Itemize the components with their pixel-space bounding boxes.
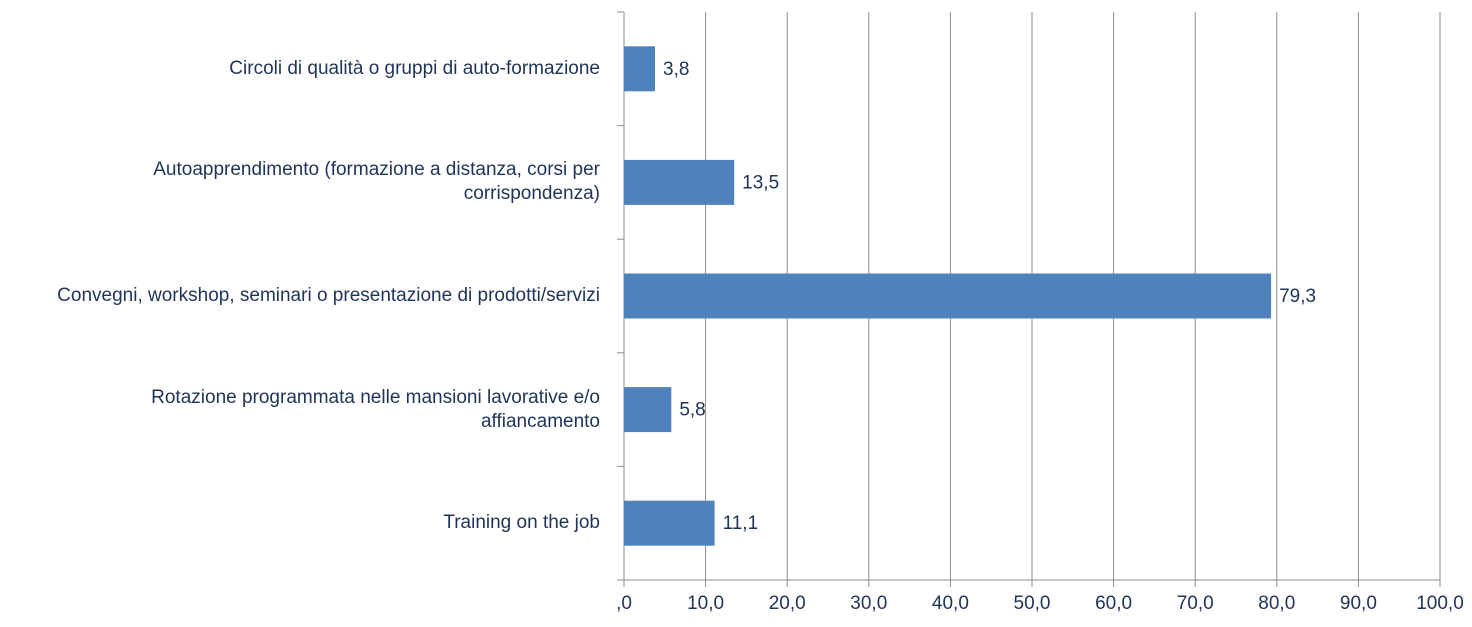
x-tick-label: 30,0 [850, 593, 887, 614]
x-tick-label: 20,0 [769, 593, 806, 614]
bar [624, 273, 1272, 319]
y-tick-label: Convegni, workshop, seminari o presentaz… [57, 285, 600, 306]
y-tick-label: Training on the job [443, 512, 600, 534]
y-tick-label: Rotazione programmata nelle mansioni lav… [151, 386, 600, 432]
x-tick-label: 100,0 [1416, 593, 1464, 614]
bar [624, 387, 672, 433]
bar [624, 500, 715, 546]
y-tick-label: Circoli di qualità o gruppi di auto-form… [229, 57, 600, 79]
x-tick-label: ,0 [616, 593, 632, 614]
x-tick-label: 80,0 [1258, 593, 1295, 614]
data-label: 3,8 [663, 59, 689, 80]
x-tick-label: 40,0 [932, 593, 969, 614]
bar [624, 159, 735, 205]
bar [624, 46, 656, 92]
x-tick-label: 60,0 [1095, 593, 1132, 614]
data-label: 11,1 [723, 513, 759, 534]
data-label: 79,3 [1279, 286, 1316, 307]
x-tick-label: 70,0 [1177, 593, 1214, 614]
y-tick-label: Autoapprendimento (formazione a distanza… [153, 159, 600, 205]
x-tick-label: 10,0 [687, 593, 724, 614]
x-tick-label: 50,0 [1014, 593, 1051, 614]
x-tick-label: 90,0 [1340, 593, 1377, 614]
data-label: 13,5 [742, 172, 779, 193]
data-label: 5,8 [679, 400, 705, 421]
